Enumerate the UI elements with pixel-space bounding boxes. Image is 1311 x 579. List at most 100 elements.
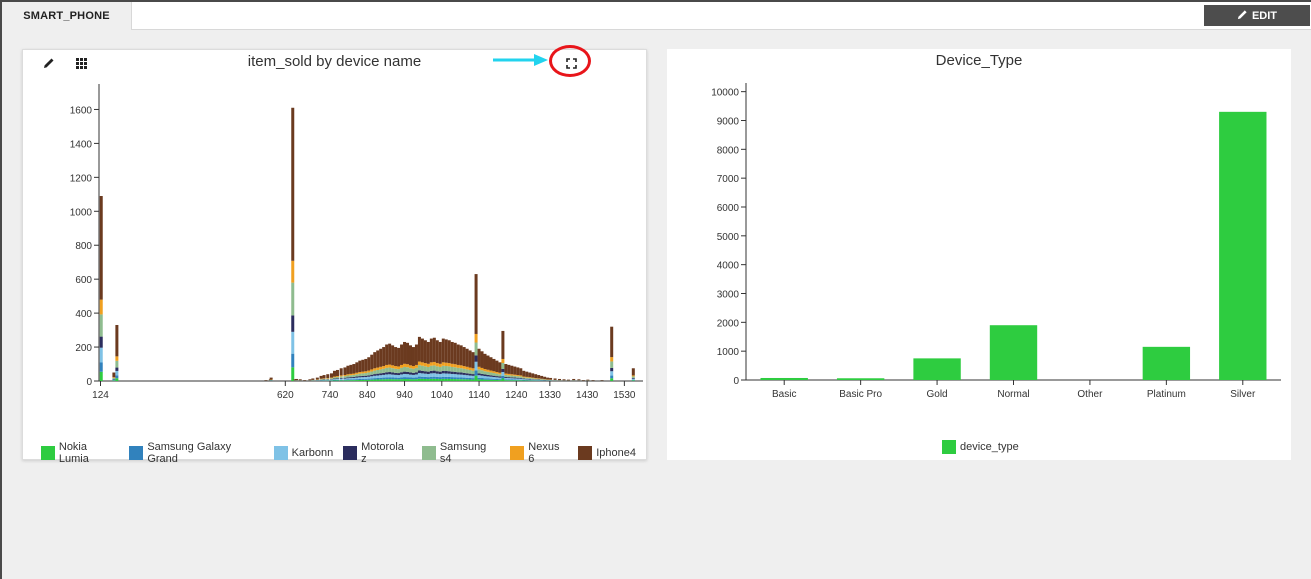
pencil-icon[interactable] xyxy=(42,56,56,70)
bar-segment[interactable] xyxy=(319,379,323,380)
bar-segment[interactable] xyxy=(441,370,445,374)
bar-segment[interactable] xyxy=(516,380,520,381)
bar-segment[interactable] xyxy=(376,373,380,376)
bar-segment[interactable] xyxy=(99,347,103,363)
bar-segment[interactable] xyxy=(426,377,430,380)
bar-segment[interactable] xyxy=(631,378,635,380)
bar-segment[interactable] xyxy=(480,370,484,374)
bar-segment[interactable] xyxy=(385,364,389,368)
bar-segment[interactable] xyxy=(115,356,119,361)
bar-segment[interactable] xyxy=(510,379,514,381)
bar-segment[interactable] xyxy=(408,368,412,373)
bar-segment[interactable] xyxy=(504,376,508,378)
bar-segment[interactable] xyxy=(406,374,410,378)
bar-segment[interactable] xyxy=(367,357,371,371)
bar-segment[interactable] xyxy=(432,376,436,379)
bar-segment[interactable] xyxy=(447,366,451,372)
bar-segment[interactable] xyxy=(394,347,398,367)
bar-segment[interactable] xyxy=(367,378,371,380)
bar-segment[interactable] xyxy=(420,365,424,371)
bar-segment[interactable] xyxy=(269,377,273,380)
bar-segment[interactable] xyxy=(115,375,119,379)
bar-segment[interactable] xyxy=(411,372,415,375)
bar-segment[interactable] xyxy=(115,367,119,371)
bar-segment[interactable] xyxy=(423,373,427,377)
bar-segment[interactable] xyxy=(477,375,481,378)
bar-segment[interactable] xyxy=(406,371,410,375)
bar-segment[interactable] xyxy=(406,367,410,372)
bar-segment[interactable] xyxy=(385,374,389,378)
bar-segment[interactable] xyxy=(522,380,526,381)
bar-segment[interactable] xyxy=(631,379,635,381)
bar-segment[interactable] xyxy=(507,378,511,380)
bar-segment[interactable] xyxy=(332,376,336,378)
bar-segment[interactable] xyxy=(450,341,454,364)
bar-segment[interactable] xyxy=(498,372,502,375)
bar-segment[interactable] xyxy=(382,347,386,367)
bar-segment[interactable] xyxy=(504,379,508,381)
bar-segment[interactable] xyxy=(99,299,103,315)
bar-segment[interactable] xyxy=(528,377,532,379)
bar-segment[interactable] xyxy=(483,371,487,375)
bar-segment[interactable] xyxy=(400,367,404,373)
bar-segment[interactable] xyxy=(492,358,496,372)
bar-segment[interactable] xyxy=(447,340,451,364)
legend-item[interactable]: Nexus 6 xyxy=(510,441,568,465)
bar-segment[interactable] xyxy=(394,377,398,380)
bar-segment[interactable] xyxy=(326,378,330,380)
bar[interactable] xyxy=(1142,346,1191,380)
bar-segment[interactable] xyxy=(471,370,475,375)
bar-segment[interactable] xyxy=(450,377,454,380)
bar-segment[interactable] xyxy=(370,369,374,372)
bar-segment[interactable] xyxy=(480,351,484,368)
bar-segment[interactable] xyxy=(489,375,493,377)
bar-segment[interactable] xyxy=(477,369,481,374)
bar-segment[interactable] xyxy=(417,378,421,381)
bar-segment[interactable] xyxy=(423,366,427,372)
bar-segment[interactable] xyxy=(465,375,469,378)
bar-segment[interactable] xyxy=(417,365,421,371)
bar-segment[interactable] xyxy=(370,354,374,370)
bar-segment[interactable] xyxy=(435,378,439,381)
bar-segment[interactable] xyxy=(408,379,412,381)
bar-segment[interactable] xyxy=(432,370,436,374)
bar-segment[interactable] xyxy=(414,364,418,368)
bar-segment[interactable] xyxy=(346,375,350,378)
bar-segment[interactable] xyxy=(495,376,499,378)
bar-segment[interactable] xyxy=(382,374,386,378)
bar-segment[interactable] xyxy=(456,344,460,365)
bar-segment[interactable] xyxy=(400,364,404,368)
bar-segment[interactable] xyxy=(361,378,365,380)
bar-segment[interactable] xyxy=(335,378,339,380)
bar-segment[interactable] xyxy=(513,380,517,381)
bar-segment[interactable] xyxy=(486,374,490,377)
bar-segment[interactable] xyxy=(537,375,541,379)
bar-segment[interactable] xyxy=(483,353,487,370)
bar-segment[interactable] xyxy=(420,370,424,374)
bar-segment[interactable] xyxy=(522,376,526,378)
bar-segment[interactable] xyxy=(447,363,451,367)
bar-segment[interactable] xyxy=(429,362,433,366)
bar-segment[interactable] xyxy=(447,373,451,377)
bar-segment[interactable] xyxy=(432,365,436,371)
bar-segment[interactable] xyxy=(367,375,371,377)
bar-segment[interactable] xyxy=(477,377,481,380)
bar-segment[interactable] xyxy=(471,374,475,376)
bar-segment[interactable] xyxy=(465,369,469,374)
bar-segment[interactable] xyxy=(456,372,460,375)
bar-segment[interactable] xyxy=(546,377,550,380)
bar-segment[interactable] xyxy=(537,378,541,380)
bar-segment[interactable] xyxy=(510,377,514,379)
bar-segment[interactable] xyxy=(319,375,323,379)
bar-segment[interactable] xyxy=(403,366,407,372)
bar-segment[interactable] xyxy=(486,376,490,379)
bar-segment[interactable] xyxy=(99,196,103,300)
bar-segment[interactable] xyxy=(406,377,410,380)
bar-segment[interactable] xyxy=(403,373,407,378)
bar-segment[interactable] xyxy=(495,378,499,380)
bar-segment[interactable] xyxy=(414,372,418,375)
bar-segment[interactable] xyxy=(486,378,490,380)
bar-segment[interactable] xyxy=(516,379,520,381)
bar-segment[interactable] xyxy=(364,377,368,379)
bar-segment[interactable] xyxy=(501,378,505,381)
